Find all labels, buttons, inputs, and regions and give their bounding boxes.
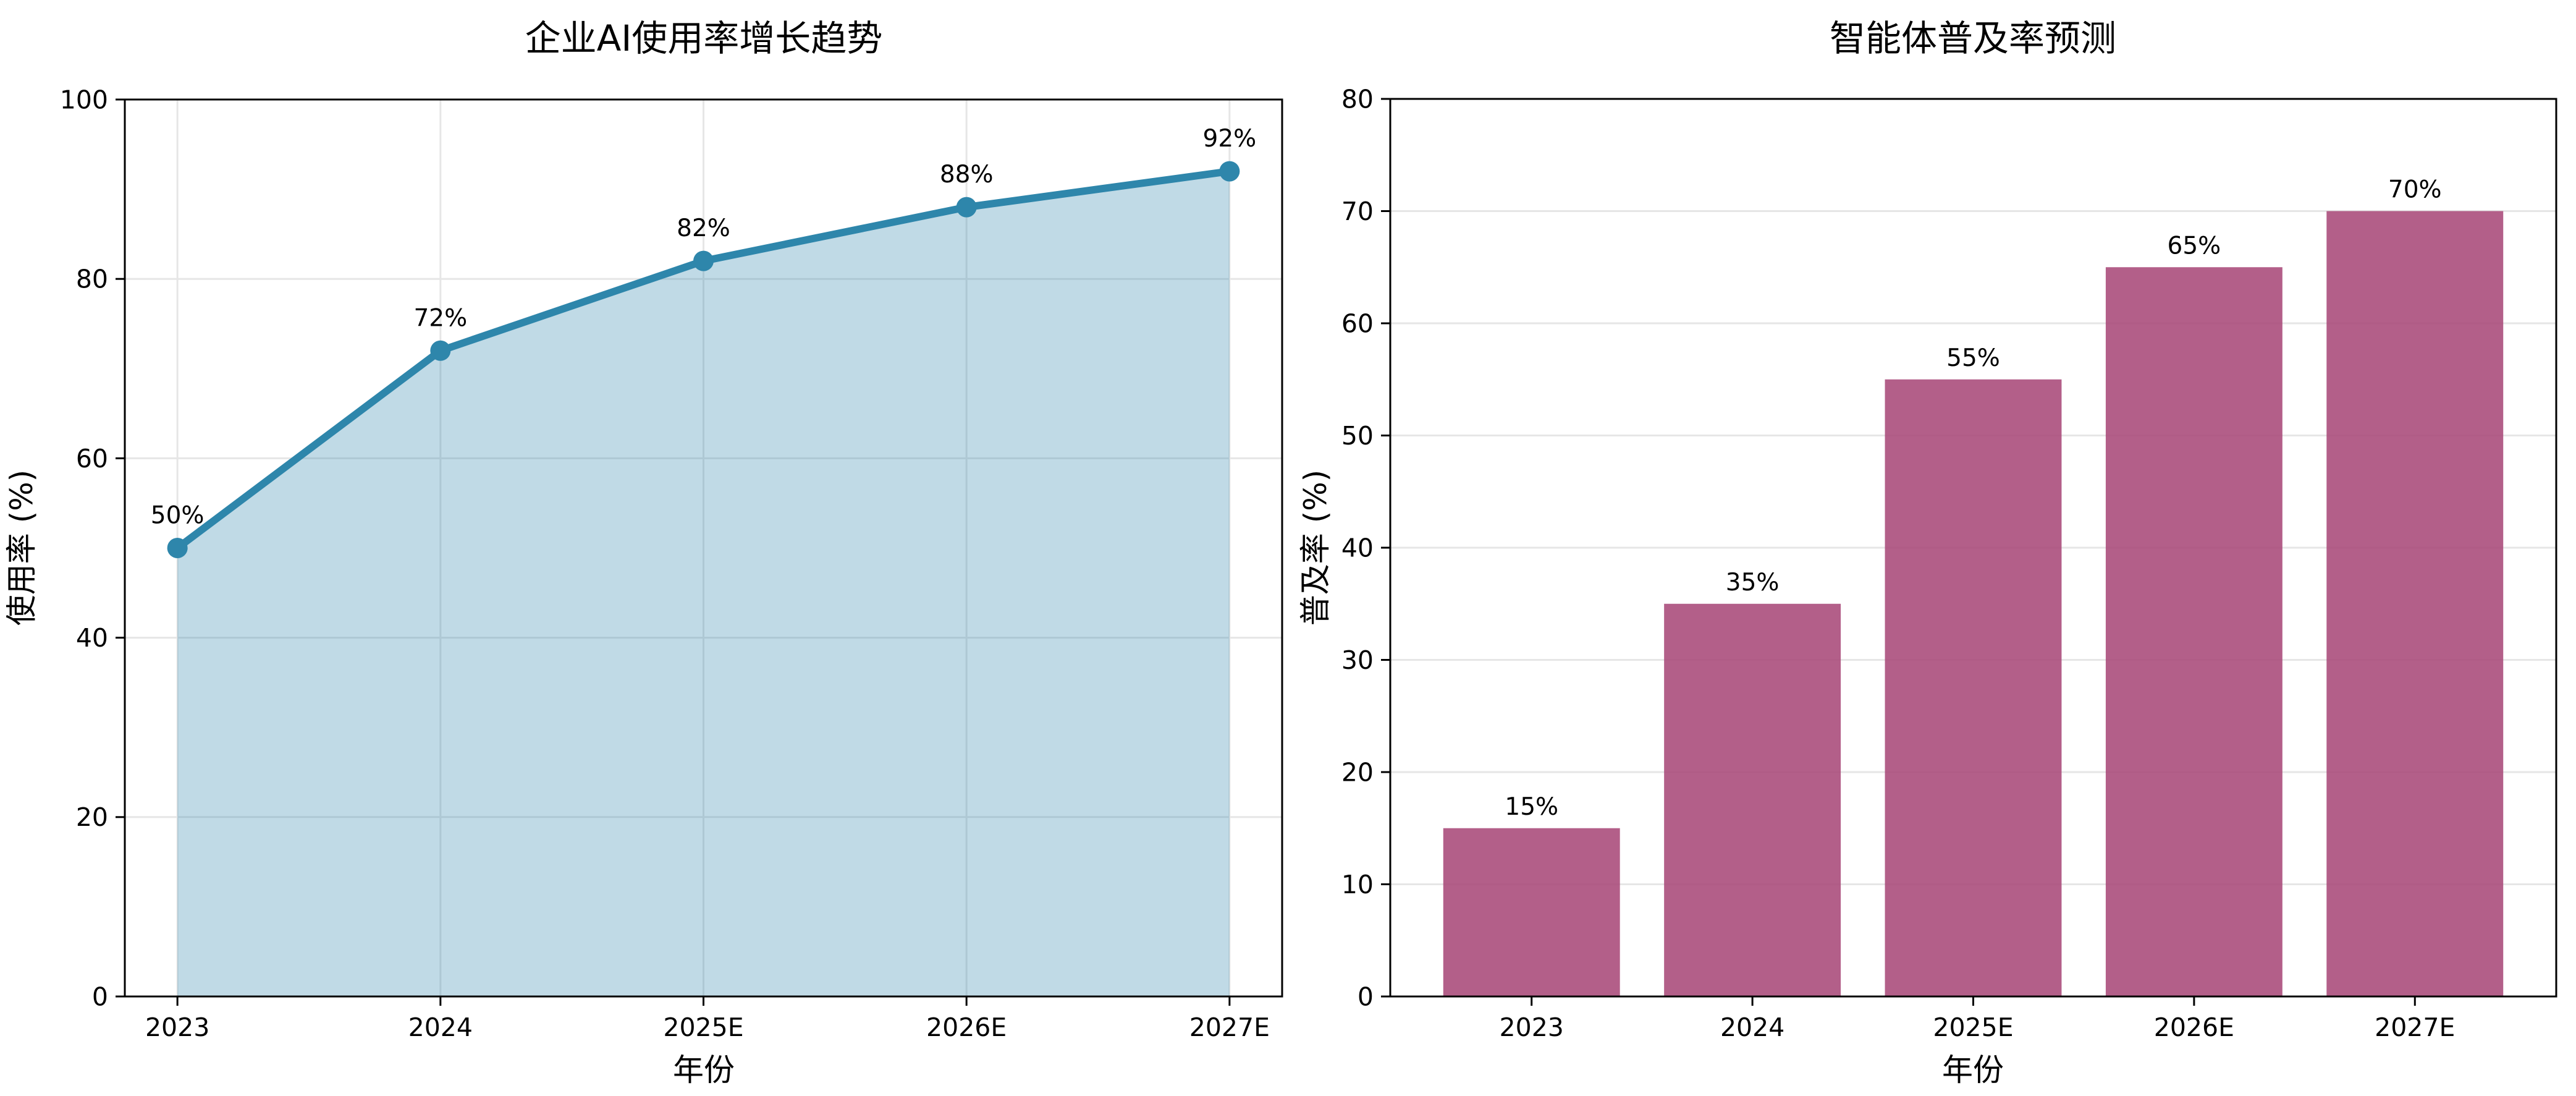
y-tick-label: 30 xyxy=(1341,645,1374,675)
agent-adoption-chart-title: 智能体普及率预测 xyxy=(1830,17,2116,59)
bar-value-label: 55% xyxy=(1946,344,2000,372)
y-tick-label: 10 xyxy=(1341,870,1374,899)
adoption-bar xyxy=(2105,267,2283,996)
adoption-bar xyxy=(2326,211,2504,996)
y-tick-label: 80 xyxy=(76,265,108,294)
adoption-bar xyxy=(1885,379,2062,996)
data-point-label: 72% xyxy=(413,304,467,332)
x-tick-label: 2024 xyxy=(1720,1013,1784,1042)
x-tick-label: 2025E xyxy=(1933,1013,2013,1042)
bar-value-label: 65% xyxy=(2168,232,2221,260)
ai-usage-chart-title: 企业AI使用率增长趋势 xyxy=(525,17,883,59)
x-tick-label: 2023 xyxy=(1500,1013,1564,1042)
x-tick-label: 2025E xyxy=(663,1013,743,1042)
y-tick-label: 40 xyxy=(76,623,108,653)
bar-value-label: 15% xyxy=(1505,793,1558,821)
data-point-label: 82% xyxy=(677,215,730,242)
y-tick-label: 60 xyxy=(1341,308,1374,338)
ai-usage-plot-area: 50% 72% 82% 88% 92% 2023 2024 2025E 2026E 2027E 0 2… xyxy=(60,85,1283,1042)
ai-usage-xaxis-title: 年份 xyxy=(673,1052,735,1088)
data-point-label: 88% xyxy=(940,161,994,189)
y-tick-label: 80 xyxy=(1341,84,1374,114)
x-tick-label: 2027E xyxy=(1189,1013,1270,1042)
x-tick-label: 2023 xyxy=(145,1013,209,1042)
data-point-label: 50% xyxy=(151,502,205,530)
y-tick-label: 0 xyxy=(92,982,108,1011)
data-point-marker xyxy=(167,538,188,558)
y-tick-label: 60 xyxy=(76,444,108,474)
agent-adoption-yaxis-title: 普及率 (%) xyxy=(1298,470,1333,626)
data-point-marker xyxy=(693,250,714,271)
x-tick-label: 2026E xyxy=(2154,1013,2234,1042)
y-tick-label: 0 xyxy=(1358,982,1374,1011)
chart-agent-adoption-forecast: 15% 35% 55% 65% 70% 2023 2024 2025E 2026E 2027E 0 1… xyxy=(1298,17,2557,1088)
agent-adoption-xaxis-title: 年份 xyxy=(1942,1052,2004,1088)
bar-value-label: 70% xyxy=(2388,176,2442,204)
y-tick-label: 20 xyxy=(76,802,108,832)
y-tick-label: 100 xyxy=(60,85,108,114)
y-tick-label: 70 xyxy=(1341,197,1374,226)
agent-adoption-plot-area: 15% 35% 55% 65% 70% 2023 2024 2025E 2026E 2027E 0 1… xyxy=(1341,84,2557,1042)
x-tick-label: 2026E xyxy=(926,1013,1007,1042)
chart-ai-usage-trend: 50% 72% 82% 88% 92% 2023 2024 2025E 2026E 2027E 0 2… xyxy=(4,17,1283,1088)
data-point-label: 92% xyxy=(1203,125,1257,153)
adoption-bar xyxy=(1443,828,1620,996)
y-tick-label: 40 xyxy=(1341,533,1374,563)
ai-usage-yaxis-title: 使用率 (%) xyxy=(4,470,40,626)
data-point-marker xyxy=(1219,161,1240,182)
usage-area-fill xyxy=(177,171,1230,997)
x-tick-label: 2024 xyxy=(408,1013,473,1042)
y-tick-label: 50 xyxy=(1341,421,1374,451)
bar-value-label: 35% xyxy=(1726,569,1780,597)
data-point-marker xyxy=(430,340,451,361)
y-tick-label: 20 xyxy=(1341,757,1374,787)
adoption-bar xyxy=(1664,603,1841,996)
data-point-marker xyxy=(956,197,977,218)
x-tick-label: 2027E xyxy=(2375,1013,2455,1042)
